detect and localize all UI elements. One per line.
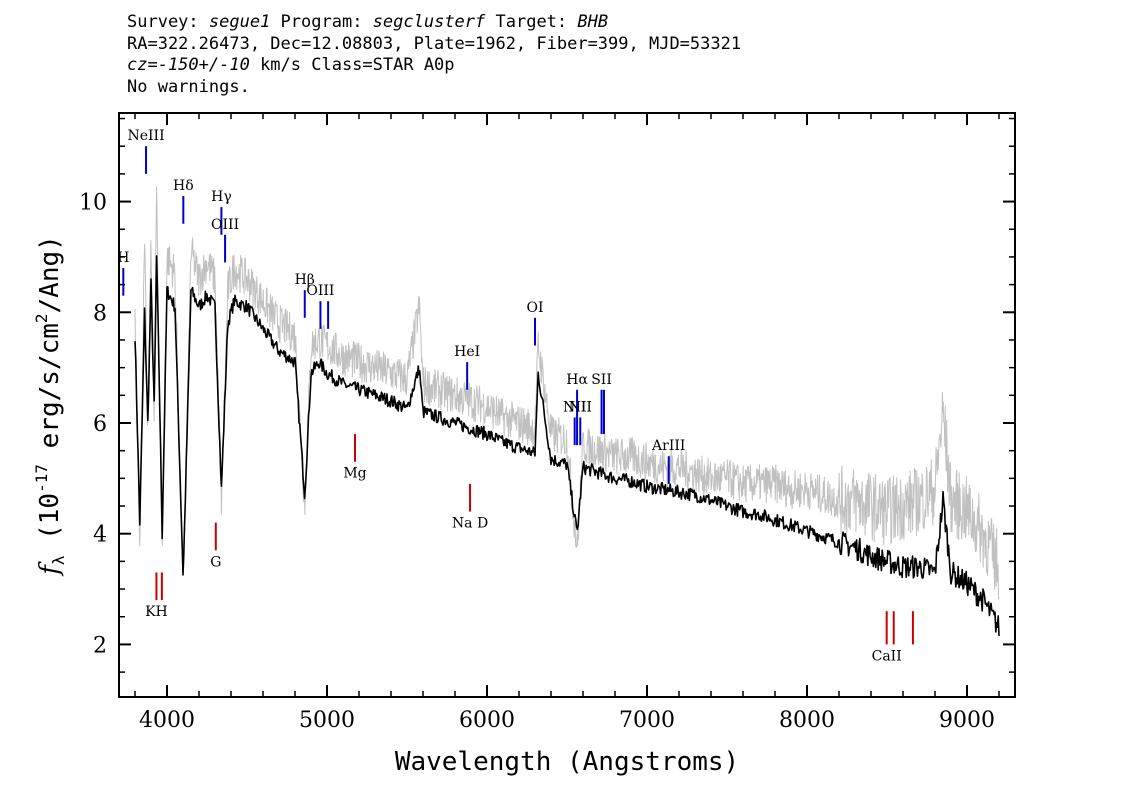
series-flux-smoothed: [134, 255, 1000, 637]
program-value: segclusterf: [372, 12, 486, 32]
emission-line-label: OIII: [306, 283, 334, 299]
target-label: Target:: [485, 12, 578, 32]
warnings-line: No warnings.: [127, 76, 250, 97]
y-label-exp1: -17: [32, 464, 51, 493]
series-flux-raw: [134, 186, 1000, 600]
y-label-exp2: 2: [32, 313, 51, 323]
cz-line: cz=-150+/-10 km/s Class=STAR A0p: [127, 55, 741, 77]
emission-line-label: ArIII: [651, 438, 685, 454]
class-text: km/s Class=STAR A0p: [249, 55, 455, 75]
emission-line-label: Hγ: [211, 189, 232, 205]
x-tick-label: 6000: [459, 708, 515, 733]
y-label-sub: λ: [49, 555, 68, 565]
y-label-unit-pre: (10: [35, 493, 65, 556]
emission-line-label: Hβ: [295, 272, 315, 288]
flux-smoothed-layer: [134, 255, 1000, 637]
survey-label: Survey:: [127, 12, 209, 32]
absorption-line-label: CaII: [872, 648, 902, 664]
y-tick-label: 6: [93, 412, 107, 437]
y-tick-label: 2: [93, 633, 107, 658]
x-tick-label: 7000: [619, 708, 675, 733]
x-axis-label: Wavelength (Angstroms): [395, 747, 739, 777]
coords-line: RA=322.26473, Dec=12.08803, Plate=1962, …: [127, 33, 742, 54]
emission-line-label: SII: [591, 372, 612, 388]
y-label-unit-post: /Ang): [35, 235, 65, 313]
program-label: Program:: [270, 12, 373, 32]
x-tick-label: 4000: [139, 708, 195, 733]
survey-value: segue1: [208, 12, 271, 32]
spectral-line-markers: HNeIIIHδHγOIIIHβOIIIHeIOINIIHαNIISIIArII…: [117, 128, 914, 664]
absorption-line-label: KH: [145, 604, 168, 620]
target-value: BHB: [577, 12, 609, 32]
emission-line-label: H: [117, 250, 129, 266]
emission-line-label: OIII: [211, 217, 239, 233]
emission-line-label: HeI: [454, 344, 480, 360]
y-tick-label: 8: [93, 301, 107, 326]
x-tick-label: 5000: [299, 708, 355, 733]
emission-line-label: NII: [563, 399, 586, 415]
emission-line-label: OI: [526, 300, 543, 316]
x-tick-label: 9000: [939, 708, 995, 733]
spectrum-header: Survey: segue1 Program: segclusterf Targ…: [127, 12, 741, 98]
flux-raw-layer: [134, 186, 1000, 600]
plot-frame: [118, 112, 1016, 698]
y-label-unit-mid: erg/s/cm: [35, 323, 65, 464]
y-axis-label: fλ (10-17 erg/s/cm2/Ang): [32, 235, 68, 577]
emission-line-label: NeIII: [127, 128, 164, 144]
absorption-line-label: G: [210, 554, 221, 570]
axis-ticks: 4000 5000 6000 7000 8000 9000 2 4 6 8 10: [79, 113, 1015, 733]
x-tick-label: 8000: [779, 708, 835, 733]
y-tick-label: 10: [79, 191, 107, 216]
survey-line: Survey: segue1 Program: segclusterf Targ…: [127, 12, 741, 34]
emission-line-label: Hα: [566, 372, 588, 388]
emission-line-label: Hδ: [173, 178, 194, 194]
cz-value: cz=-150+/-10: [127, 55, 250, 75]
emission-line-label: NII: [569, 399, 592, 415]
absorption-line-label: Na D: [452, 516, 488, 532]
absorption-line-label: Mg: [343, 466, 366, 482]
y-tick-label: 4: [93, 523, 107, 548]
